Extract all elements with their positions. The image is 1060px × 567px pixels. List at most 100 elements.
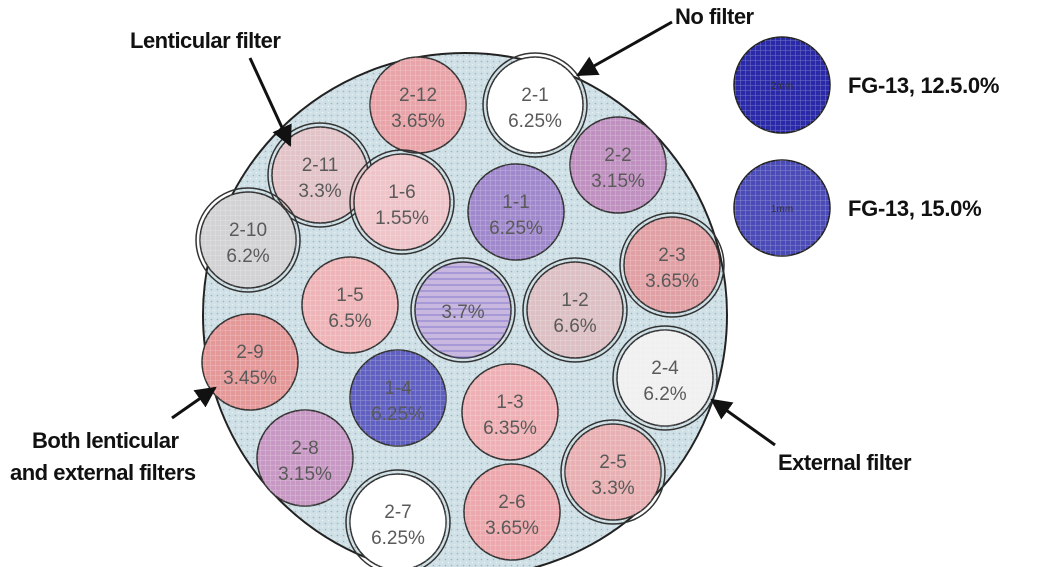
filter-cell-texture	[202, 314, 298, 410]
filter-cell-texture	[302, 257, 398, 353]
filter-cell: 2-11 3.3%	[267, 122, 373, 228]
external-arrow	[710, 398, 776, 447]
legend-swatch-texture	[734, 160, 830, 256]
filter-cell-id: 2-7	[384, 502, 411, 523]
filter-cell-id: 2-3	[658, 245, 685, 266]
external-filter-ring	[522, 257, 628, 363]
legend-label: FG-13, 12.5.0%	[848, 73, 999, 98]
filter-cell: 2-5 3.3%	[560, 419, 666, 525]
filter-cell-id: 1-1	[502, 192, 529, 213]
filter-cell-texture	[272, 127, 368, 223]
filter-cell-value: 3.3%	[298, 181, 341, 202]
lenticular-filter-label: Lenticular filter	[130, 28, 281, 53]
filter-cell: 2-6 3.65%	[463, 463, 561, 561]
filter-cell-id: 2-4	[651, 358, 679, 379]
external-filter-ring	[195, 187, 301, 293]
filter-cell-value: 6.6%	[553, 316, 596, 337]
filter-cell-value: 3.65%	[391, 111, 445, 132]
filter-cell-id: 2-11	[302, 155, 339, 176]
external-filter-ring	[482, 52, 588, 158]
filter-cell: 2-7 6.25%	[345, 469, 451, 567]
external-filter-ring	[619, 212, 725, 318]
external-filter-ring	[410, 257, 516, 363]
filter-cell-value: 6.25%	[371, 528, 425, 549]
filter-cell: 1-1 6.25%	[467, 163, 565, 261]
filter-cell-texture	[624, 217, 720, 313]
filter-cell: 1-6 1.55%	[349, 149, 455, 255]
filter-cell-id: 2-9	[236, 342, 263, 363]
filter-cell: 1-4 6.25%	[349, 349, 447, 447]
filter-cell: 2-2 3.15%	[569, 116, 667, 214]
filter-cell-value: 3.3%	[591, 478, 634, 499]
external-filter-ring	[349, 149, 455, 255]
filter-cell-id: 2-1	[521, 85, 548, 106]
filter-cell: 1-3 6.35%	[461, 363, 559, 461]
filter-cell-texture	[468, 164, 564, 260]
filter-cell: 2-9 3.45%	[201, 313, 299, 411]
filter-cell-value: 6.25%	[371, 404, 425, 425]
filter-cell-id: 1-2	[561, 290, 588, 311]
filter-cell: 2-12 3.65%	[369, 56, 467, 154]
filter-cell-texture	[565, 424, 661, 520]
no-filter-label: No filter	[675, 4, 755, 29]
external-filter-ring	[560, 419, 666, 525]
filter-cell-texture	[415, 262, 511, 358]
filter-cell-value: 3.15%	[278, 464, 332, 485]
filter-cell: 1-5 6.5%	[301, 256, 399, 354]
external-filter-ring	[612, 325, 718, 431]
filter-cell-value: 3.7%	[441, 302, 484, 323]
filter-cell-value: 6.25%	[489, 218, 543, 239]
filter-cell-value: 3.65%	[485, 518, 539, 539]
filter-cell-value: 6.5%	[328, 311, 371, 332]
filter-cell-value: 6.25%	[508, 111, 562, 132]
filter-cell-value: 3.65%	[645, 271, 699, 292]
filter-cell-id: 1-3	[496, 392, 523, 413]
both-filters-label-line2: and external filters	[10, 460, 196, 485]
filter-cell-texture	[257, 410, 353, 506]
both-filters-label-line1: Both lenticular	[32, 428, 179, 453]
filter-cell-texture	[570, 117, 666, 213]
filter-cell: 1-2 6.6%	[522, 257, 628, 363]
filter-cell-texture	[200, 192, 296, 288]
filter-cell-texture	[527, 262, 623, 358]
lenticular-arrow	[248, 57, 292, 147]
filter-cell-texture	[370, 57, 466, 153]
filter-cell-value: 3.15%	[591, 171, 645, 192]
legend-swatch-texture	[734, 37, 830, 133]
legend-swatch-label: 2mm	[771, 81, 793, 92]
filter-cell-id: 2-10	[229, 220, 267, 241]
filter-cell-id: 2-12	[399, 85, 437, 106]
filter-cell-texture	[354, 154, 450, 250]
legend-item: 1mm FG-13, 15.0%	[733, 159, 982, 257]
filter-cell-id: 1-4	[384, 378, 412, 399]
filter-cell: 3.7%	[410, 257, 516, 363]
filter-cell: 2-8 3.15%	[256, 409, 354, 507]
filter-cell-texture	[350, 474, 446, 567]
filter-cell-value: 1.55%	[375, 208, 429, 229]
filter-cell-texture	[462, 364, 558, 460]
filter-cell-value: 6.35%	[483, 418, 537, 439]
filter-cell-id: 1-5	[336, 285, 363, 306]
filter-cell-texture	[617, 330, 713, 426]
legend: 2mm FG-13, 12.5.0% 1mm FG-13, 15.0%	[733, 36, 999, 257]
filter-cell: 2-4 6.2%	[612, 325, 718, 431]
external-filter-label: External filter	[778, 450, 912, 475]
filter-cell-texture	[464, 464, 560, 560]
no-filter-arrow	[576, 20, 673, 77]
filter-cell-id: 2-2	[604, 145, 631, 166]
legend-swatch-label: 1mm	[771, 204, 793, 215]
filter-cell-value: 3.45%	[223, 368, 277, 389]
filter-cell-id: 1-6	[388, 182, 415, 203]
filter-cell: 2-1 6.25%	[482, 52, 588, 158]
filter-cell-value: 6.2%	[226, 246, 269, 267]
both-filters-arrow	[171, 386, 217, 420]
filter-cell-id: 2-5	[599, 452, 626, 473]
legend-item: 2mm FG-13, 12.5.0%	[733, 36, 999, 134]
external-filter-ring	[345, 469, 451, 567]
filter-cell-id: 2-8	[291, 438, 318, 459]
filter-cell: 2-3 3.65%	[619, 212, 725, 318]
filter-cell-value: 6.2%	[643, 384, 686, 405]
filter-cell: 2-10 6.2%	[195, 187, 301, 293]
filter-cells: 2-12 3.65% 2-1 6.25% 2-11 3.3% 2-2 3.15% 1-6 1.55…	[195, 52, 725, 567]
